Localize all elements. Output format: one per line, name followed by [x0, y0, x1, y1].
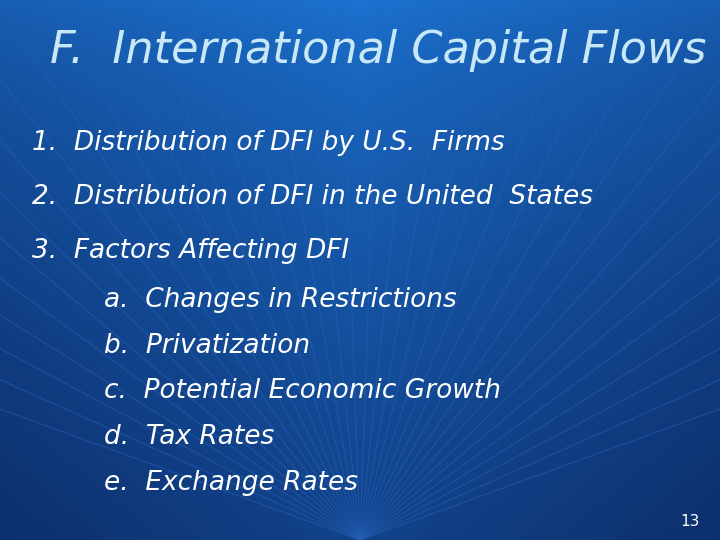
Text: F.  International Capital Flows: F. International Capital Flows: [50, 29, 706, 71]
Text: 2.  Distribution of DFI in the United  States: 2. Distribution of DFI in the United Sta…: [32, 184, 593, 210]
Text: c.  Potential Economic Growth: c. Potential Economic Growth: [104, 379, 501, 404]
Text: 1.  Distribution of DFI by U.S.  Firms: 1. Distribution of DFI by U.S. Firms: [32, 130, 505, 156]
Text: d.  Tax Rates: d. Tax Rates: [104, 424, 274, 450]
Text: 13: 13: [680, 515, 700, 530]
Text: b.  Privatization: b. Privatization: [104, 333, 310, 359]
Text: a.  Changes in Restrictions: a. Changes in Restrictions: [104, 287, 457, 313]
Text: 3.  Factors Affecting DFI: 3. Factors Affecting DFI: [32, 238, 349, 264]
Text: e.  Exchange Rates: e. Exchange Rates: [104, 470, 359, 496]
